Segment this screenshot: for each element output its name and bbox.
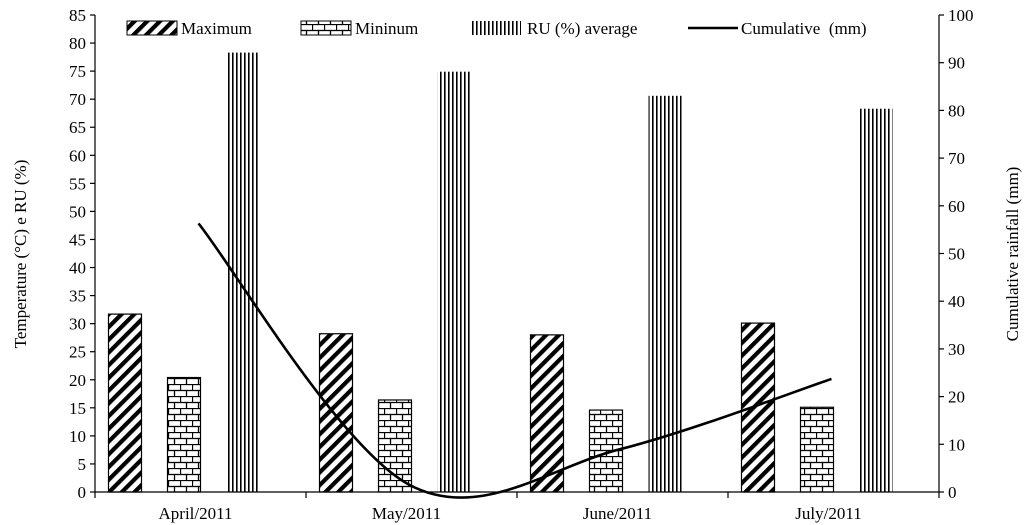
legend-swatch-mininum <box>300 20 352 36</box>
legend-swatch-ru-average <box>471 21 521 35</box>
x-tick-label-july-2011: July/2011 <box>795 504 861 523</box>
y-tick-label: 45 <box>69 230 86 249</box>
legend-label-mininum: Mininum <box>355 19 418 38</box>
bars-layer <box>107 52 893 493</box>
y-tick-label: 20 <box>69 371 86 390</box>
y2-tick-label: 0 <box>948 483 957 502</box>
y-tick-label: 75 <box>69 62 86 81</box>
y-tick-label: 40 <box>69 259 86 278</box>
bar-maximum-april-2011 <box>107 313 143 493</box>
y-tick-label: 5 <box>78 455 87 474</box>
y-tick-label: 50 <box>69 202 86 221</box>
bar-ru-average-july-2011 <box>859 108 893 493</box>
y-axis-title: Temperature (°C) e RU (%) <box>11 160 30 349</box>
y-tick-label: 65 <box>69 118 86 137</box>
legend-label-ru-average: RU (%) average <box>527 19 637 38</box>
bar-ru-average-june-2011 <box>648 95 682 492</box>
y2-tick-label: 70 <box>948 149 965 168</box>
y-tick-label: 80 <box>69 34 86 53</box>
y-tick-label: 60 <box>69 146 86 165</box>
y2-tick-label: 30 <box>948 340 965 359</box>
bar-mininum-july-2011 <box>799 406 835 493</box>
bar-maximum-july-2011 <box>740 322 776 493</box>
legend: Maximum Mininum RU (%) average Cumulativ… <box>126 19 867 38</box>
y-tick-label: 35 <box>69 287 86 306</box>
y2-tick-label: 80 <box>948 101 965 120</box>
x-tick-label-april-2011: April/2011 <box>159 504 233 523</box>
y-tick-label: 55 <box>69 174 86 193</box>
y2-tick-label: 60 <box>948 197 965 216</box>
legend-swatch-maximum <box>126 20 178 36</box>
y-tick-label: 10 <box>69 427 86 446</box>
y2-tick-label: 40 <box>948 292 965 311</box>
axes-layer: 0 5 10 15 20 25 30 35 40 45 50 55 60 65 70 75 80 85 0 10 20 3… <box>69 6 974 523</box>
bar-mininum-may-2011 <box>377 399 413 493</box>
line-layer <box>197 222 832 499</box>
y2-tick-label: 50 <box>948 245 965 264</box>
y2-tick-label: 90 <box>948 54 965 73</box>
y-tick-label: 15 <box>69 399 86 418</box>
y-tick-label: 70 <box>69 90 86 109</box>
bar-maximum-may-2011 <box>318 333 354 493</box>
line-cumulative-mm <box>197 222 832 499</box>
y-tick-label: 30 <box>69 315 86 334</box>
y2-axis-title: Cumulative rainfall (mm) <box>1003 167 1022 342</box>
legend-label-cumulative: Cumulative (mm) <box>741 19 867 38</box>
x-tick-label-may-2011: May/2011 <box>372 504 441 523</box>
legend-label-maximum: Maximum <box>181 19 252 38</box>
bar-ru-average-may-2011 <box>437 71 471 492</box>
y2-tick-label: 20 <box>948 388 965 407</box>
bar-mininum-april-2011 <box>166 376 202 493</box>
x-tick-label-june-2011: June/2011 <box>583 504 652 523</box>
y-tick-label: 0 <box>78 483 87 502</box>
bar-maximum-june-2011 <box>529 334 565 493</box>
y2-tick-label: 100 <box>948 6 974 25</box>
y-tick-label: 85 <box>69 6 86 25</box>
y2-tick-label: 10 <box>948 435 965 454</box>
y-tick-label: 25 <box>69 343 86 362</box>
